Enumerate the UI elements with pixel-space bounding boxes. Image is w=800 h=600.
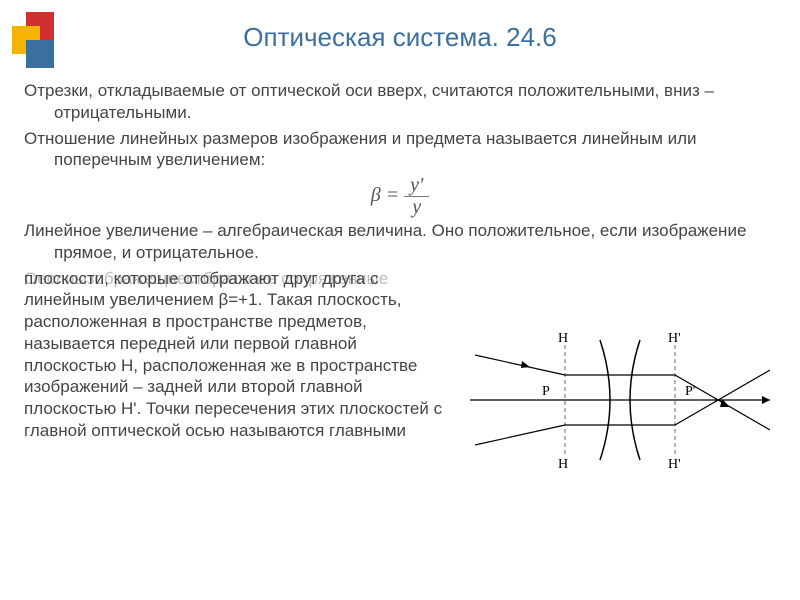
paragraph-2: Отношение линейных размеров изображения … bbox=[24, 128, 776, 172]
diagram-label-Hp-top: H' bbox=[668, 331, 681, 346]
logo-square-blue bbox=[26, 40, 54, 68]
formula-den: y bbox=[404, 197, 429, 218]
formula-beta: β = y' y bbox=[24, 175, 776, 218]
paragraph-1: Отрезки, откладываемые от оптической оси… bbox=[24, 80, 776, 124]
diagram-label-Hp-bot: H' bbox=[668, 457, 681, 470]
diagram-label-H-bot: H bbox=[558, 457, 568, 470]
diagram-label-H-top: H bbox=[558, 331, 568, 346]
formula-num: y' bbox=[404, 175, 429, 197]
formula-fraction: y' y bbox=[404, 175, 429, 218]
optics-diagram: P P' H H' H H' bbox=[470, 320, 770, 470]
diagram-label-P: P bbox=[542, 384, 550, 399]
formula-beta-sym: β bbox=[371, 184, 381, 206]
paragraph-4: плоскости, которые отображают друг друга… bbox=[24, 268, 444, 442]
logo bbox=[12, 12, 72, 72]
paragraph-3: Линейное увеличение – алгебраическая вел… bbox=[24, 220, 776, 264]
formula-eq: = bbox=[386, 184, 400, 206]
diagram-label-Pp: P' bbox=[685, 384, 695, 399]
page-title: Оптическая система. 24.6 bbox=[0, 0, 800, 53]
